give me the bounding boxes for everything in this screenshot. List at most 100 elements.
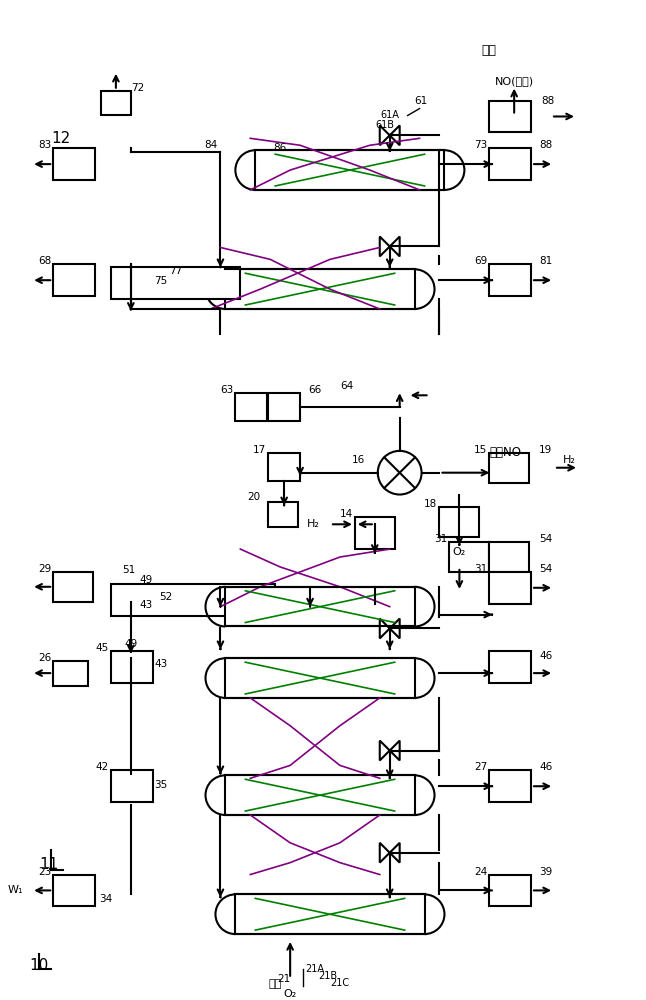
Text: 35: 35	[154, 780, 167, 790]
Text: H₂: H₂	[307, 519, 320, 529]
Text: 63: 63	[220, 385, 233, 395]
Text: 68: 68	[38, 256, 51, 266]
Text: H₂: H₂	[563, 455, 576, 465]
Text: 31: 31	[434, 534, 448, 544]
Bar	[489, 264, 531, 296]
Bar	[225, 587, 415, 626]
Text: 产品: 产品	[482, 44, 497, 57]
Bar	[489, 572, 531, 604]
Text: 52: 52	[159, 592, 172, 602]
Text: 21B: 21B	[318, 971, 337, 981]
Text: 45: 45	[96, 643, 109, 653]
Bar	[489, 148, 531, 180]
Text: 86: 86	[273, 143, 287, 153]
Text: 21A: 21A	[305, 964, 324, 974]
Text: 83: 83	[38, 140, 51, 150]
Text: 24: 24	[474, 867, 487, 877]
Text: 46: 46	[539, 762, 552, 772]
Bar	[450, 542, 489, 572]
Text: 88: 88	[541, 96, 554, 106]
Polygon shape	[380, 843, 390, 863]
Bar	[225, 775, 415, 815]
Text: 原料NO: 原料NO	[489, 446, 521, 459]
Bar	[53, 264, 95, 296]
Bar	[225, 269, 415, 309]
Bar	[268, 502, 298, 527]
Text: 43: 43	[154, 659, 167, 669]
Text: 61: 61	[415, 96, 428, 106]
Bar	[489, 770, 531, 802]
Text: 84: 84	[204, 140, 217, 150]
Bar	[489, 101, 531, 132]
Polygon shape	[390, 843, 400, 863]
Text: 81: 81	[539, 256, 552, 266]
Text: 46: 46	[539, 651, 552, 661]
Text: 15: 15	[474, 445, 487, 455]
Bar	[355, 517, 395, 549]
Text: 27: 27	[474, 762, 487, 772]
Bar	[489, 651, 531, 683]
Text: 72: 72	[131, 83, 144, 93]
Text: 64: 64	[340, 381, 353, 391]
Text: 34: 34	[99, 894, 112, 904]
Bar	[268, 393, 300, 421]
Bar	[489, 875, 531, 906]
Text: 19: 19	[539, 445, 552, 455]
Text: 原料: 原料	[269, 979, 282, 989]
Text: 12: 12	[51, 131, 70, 146]
Text: 31: 31	[474, 564, 487, 574]
Polygon shape	[390, 237, 400, 256]
Text: O₂: O₂	[453, 547, 466, 557]
Bar	[53, 661, 88, 686]
Text: 88: 88	[539, 140, 552, 150]
Polygon shape	[380, 237, 390, 256]
Text: W₁: W₁	[8, 885, 23, 895]
Text: 49: 49	[124, 639, 138, 649]
Polygon shape	[380, 619, 390, 638]
Bar	[489, 542, 529, 572]
Text: 11: 11	[39, 857, 59, 872]
Bar	[111, 770, 152, 802]
Text: 20: 20	[247, 492, 260, 502]
Bar	[225, 658, 415, 698]
Bar	[489, 453, 529, 483]
Text: 75: 75	[154, 276, 167, 286]
Text: 42: 42	[96, 762, 109, 772]
Text: 16: 16	[351, 455, 365, 465]
Text: 43: 43	[139, 600, 152, 610]
Text: 18: 18	[424, 499, 437, 509]
Bar	[235, 894, 424, 934]
Text: 14: 14	[340, 509, 353, 519]
Text: 26: 26	[38, 653, 51, 663]
Polygon shape	[380, 125, 390, 145]
Bar	[111, 584, 275, 616]
Polygon shape	[390, 125, 400, 145]
Text: 21: 21	[277, 974, 290, 984]
Text: 61A: 61A	[380, 110, 400, 120]
Text: 21C: 21C	[330, 978, 349, 988]
Bar	[53, 572, 93, 602]
Bar	[111, 651, 152, 683]
Bar	[111, 267, 240, 299]
Text: 49: 49	[139, 575, 152, 585]
Text: 17: 17	[253, 445, 266, 455]
Bar	[268, 453, 300, 481]
Text: 51: 51	[122, 565, 136, 575]
Text: 66: 66	[308, 385, 321, 395]
Text: 77: 77	[169, 266, 182, 276]
Bar	[53, 875, 95, 906]
Text: O₂: O₂	[284, 989, 297, 999]
Circle shape	[378, 451, 422, 495]
Polygon shape	[390, 741, 400, 760]
Bar	[53, 148, 95, 180]
Bar	[439, 507, 479, 537]
Text: 54: 54	[539, 534, 552, 544]
Bar	[101, 91, 131, 115]
Polygon shape	[390, 619, 400, 638]
Text: 39: 39	[539, 867, 552, 877]
Text: 69: 69	[474, 256, 487, 266]
Text: 73: 73	[474, 140, 487, 150]
Text: 10: 10	[29, 958, 48, 973]
Polygon shape	[380, 741, 390, 760]
Text: 29: 29	[38, 564, 51, 574]
